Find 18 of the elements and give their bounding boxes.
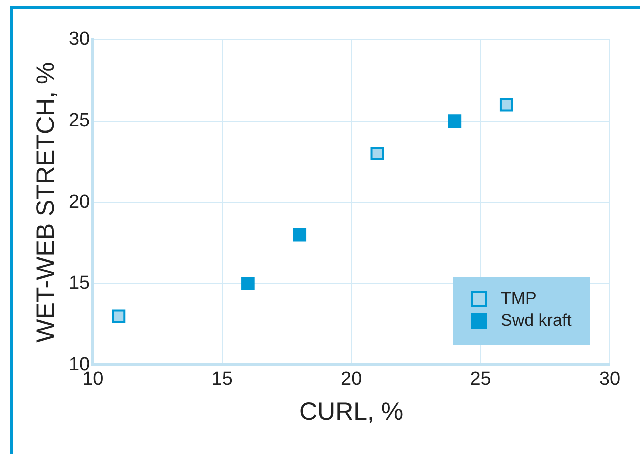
y-tick-label: 25 (68, 110, 90, 132)
point (293, 228, 307, 242)
point (500, 98, 514, 112)
point (242, 277, 255, 291)
y-tick-label: 20 (68, 192, 90, 213)
x-tick-label: 20 (340, 368, 362, 390)
y-tick-label: 15 (68, 273, 90, 294)
y-tick-label: 30 (68, 29, 90, 50)
x-tick-label: 15 (212, 368, 233, 390)
legend-label: Swd kraft (501, 311, 572, 332)
point (448, 114, 462, 128)
point (112, 310, 126, 324)
y-axis-title: WET-WEB STRETCH, % (32, 62, 60, 343)
legend-label: TMP (501, 289, 537, 310)
x-axis-title: CURL, % (299, 398, 404, 426)
x-tick-label: 30 (599, 368, 621, 390)
point (370, 147, 384, 160)
x-tick-label: 25 (470, 368, 492, 390)
